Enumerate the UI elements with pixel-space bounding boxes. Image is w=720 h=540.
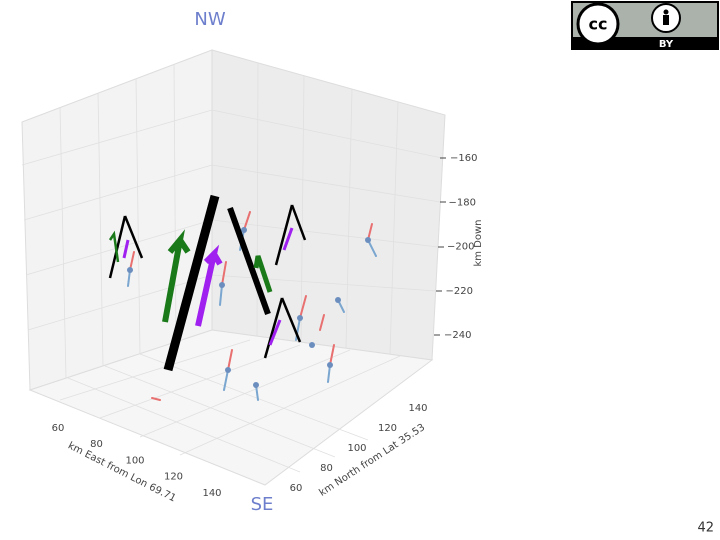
tick-label: 100 (125, 455, 144, 466)
floor-pane (28, 329, 434, 486)
license-badge: cc BY (571, 1, 719, 50)
right-pane (211, 49, 446, 361)
page-number: 42 (697, 521, 714, 536)
tick-label: −240 (444, 330, 471, 341)
tick-label: −180 (449, 197, 476, 208)
tick-label: −200 (447, 242, 474, 253)
fault-markers (108, 194, 307, 372)
orientation-label: NW (194, 9, 225, 30)
tick-label: −220 (446, 286, 473, 297)
vectors (127, 211, 377, 401)
orientation-label: SE (251, 494, 274, 515)
badge-text: BY (659, 39, 674, 50)
tick-label: 120 (164, 472, 183, 483)
tick-label: 100 (347, 443, 366, 454)
svg-text:cc: cc (589, 15, 608, 34)
tick-marks (434, 157, 446, 336)
tick-label: 80 (90, 439, 103, 450)
grid (21, 62, 443, 473)
axis-label: km East from Lon 69.71 (66, 440, 178, 504)
tick-label: 140 (408, 403, 427, 414)
tick-label: 80 (320, 463, 333, 474)
tick-label: 60 (52, 423, 65, 434)
tick-label: −160 (450, 153, 477, 164)
axis-label: km Down (473, 219, 484, 266)
tick-label: 140 (202, 488, 221, 499)
tick-label: 60 (290, 483, 303, 494)
tick-label: 120 (378, 423, 397, 434)
